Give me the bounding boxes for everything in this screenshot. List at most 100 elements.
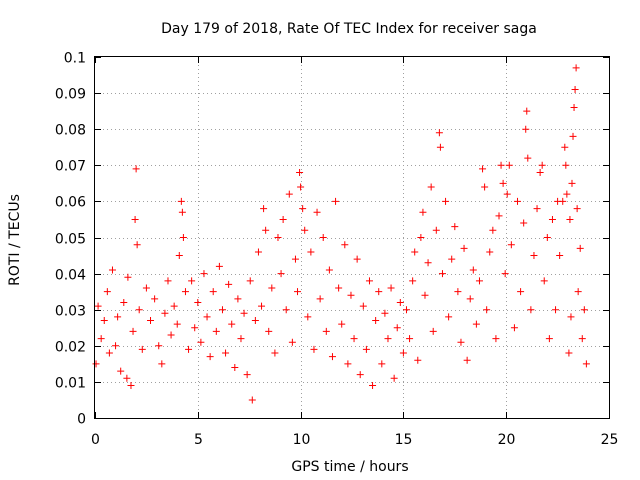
data-point — [375, 288, 383, 296]
data-point — [520, 219, 528, 227]
data-point — [271, 349, 279, 357]
data-point — [419, 208, 427, 216]
data-point — [105, 349, 113, 357]
data-point — [543, 234, 551, 241]
data-point — [200, 270, 208, 278]
data-point — [514, 197, 522, 205]
data-point — [556, 252, 564, 260]
data-point — [369, 382, 377, 390]
data-point — [234, 295, 242, 303]
data-point — [559, 197, 567, 205]
data-point — [566, 215, 574, 223]
data-point — [299, 205, 307, 213]
data-point — [578, 335, 586, 343]
y-tick-label: 0.02 — [55, 340, 86, 356]
data-point — [501, 270, 509, 278]
data-point — [225, 280, 233, 288]
data-point — [576, 244, 584, 252]
data-point — [92, 360, 100, 368]
data-point — [240, 309, 248, 317]
data-point — [307, 248, 315, 256]
data-point — [390, 374, 398, 382]
data-point — [540, 277, 548, 285]
series-ros-points — [92, 64, 590, 404]
data-point — [435, 129, 443, 137]
data-point — [463, 356, 471, 364]
data-point — [359, 302, 367, 310]
data-point — [492, 335, 500, 343]
data-point — [396, 298, 404, 306]
data-point — [530, 252, 538, 260]
data-point — [524, 154, 532, 162]
data-point — [246, 277, 254, 285]
x-tick-label: 25 — [601, 432, 619, 448]
data-point — [179, 234, 187, 241]
x-tick-label: 10 — [293, 432, 311, 448]
data-point — [432, 226, 440, 234]
axes: 0 0.01 0.02 0.03 0.04 0.05 0.06 0.07 0.08 0.09 0.1… — [55, 51, 619, 449]
data-point — [475, 277, 483, 285]
data-point — [114, 313, 122, 321]
data-point — [486, 248, 494, 256]
y-tick-label: 0 — [77, 412, 86, 428]
data-point — [147, 317, 155, 325]
x-tick-label: 20 — [498, 432, 516, 448]
data-point — [448, 255, 456, 263]
data-point — [120, 298, 128, 306]
data-point — [499, 179, 507, 187]
data-point — [301, 226, 309, 234]
x-tick-label: 5 — [194, 432, 203, 448]
data-point — [265, 327, 273, 335]
data-point — [191, 324, 199, 332]
data-point — [151, 295, 159, 303]
data-point — [582, 360, 590, 368]
data-point — [197, 338, 205, 346]
data-point — [469, 266, 477, 274]
data-point — [177, 197, 185, 205]
data-point — [451, 223, 459, 231]
y-tick-label: 0.03 — [55, 304, 86, 320]
data-point — [442, 197, 450, 205]
data-point — [460, 244, 468, 252]
data-point — [248, 396, 256, 404]
data-point — [427, 183, 435, 191]
data-point — [316, 295, 324, 303]
data-point — [533, 205, 541, 213]
x-axis-label: GPS time / hours — [291, 459, 408, 475]
data-point — [344, 360, 352, 368]
data-point — [571, 85, 579, 93]
data-point — [268, 284, 276, 292]
data-point — [562, 161, 570, 169]
data-point — [215, 262, 223, 270]
data-point — [209, 288, 217, 296]
data-point — [131, 215, 139, 223]
data-point — [567, 313, 575, 321]
data-point — [142, 284, 150, 292]
y-tick-label: 0.04 — [55, 268, 86, 284]
data-point — [322, 327, 330, 335]
data-point — [563, 190, 571, 198]
data-point — [304, 313, 312, 321]
data-point — [522, 125, 530, 133]
data-point — [164, 277, 172, 285]
data-point — [399, 349, 407, 357]
x-tick-label: 15 — [395, 432, 413, 448]
data-point — [497, 161, 505, 169]
y-tick-label: 0.1 — [64, 51, 86, 67]
data-point — [481, 183, 489, 191]
plot-frame — [94, 56, 610, 419]
data-point — [335, 284, 343, 292]
data-point — [133, 241, 141, 249]
data-point — [228, 320, 236, 328]
data-point — [254, 248, 262, 256]
data-point — [338, 320, 346, 328]
x-tick-label: 0 — [91, 432, 100, 448]
data-point — [362, 345, 370, 353]
y-tick-label: 0.01 — [55, 376, 86, 392]
data-point — [429, 327, 437, 335]
data-point — [409, 277, 417, 285]
data-point — [517, 288, 525, 296]
data-point — [341, 241, 349, 249]
data-point — [173, 320, 181, 328]
chart-title: Day 179 of 2018, Rate Of TEC Index for r… — [161, 21, 537, 37]
